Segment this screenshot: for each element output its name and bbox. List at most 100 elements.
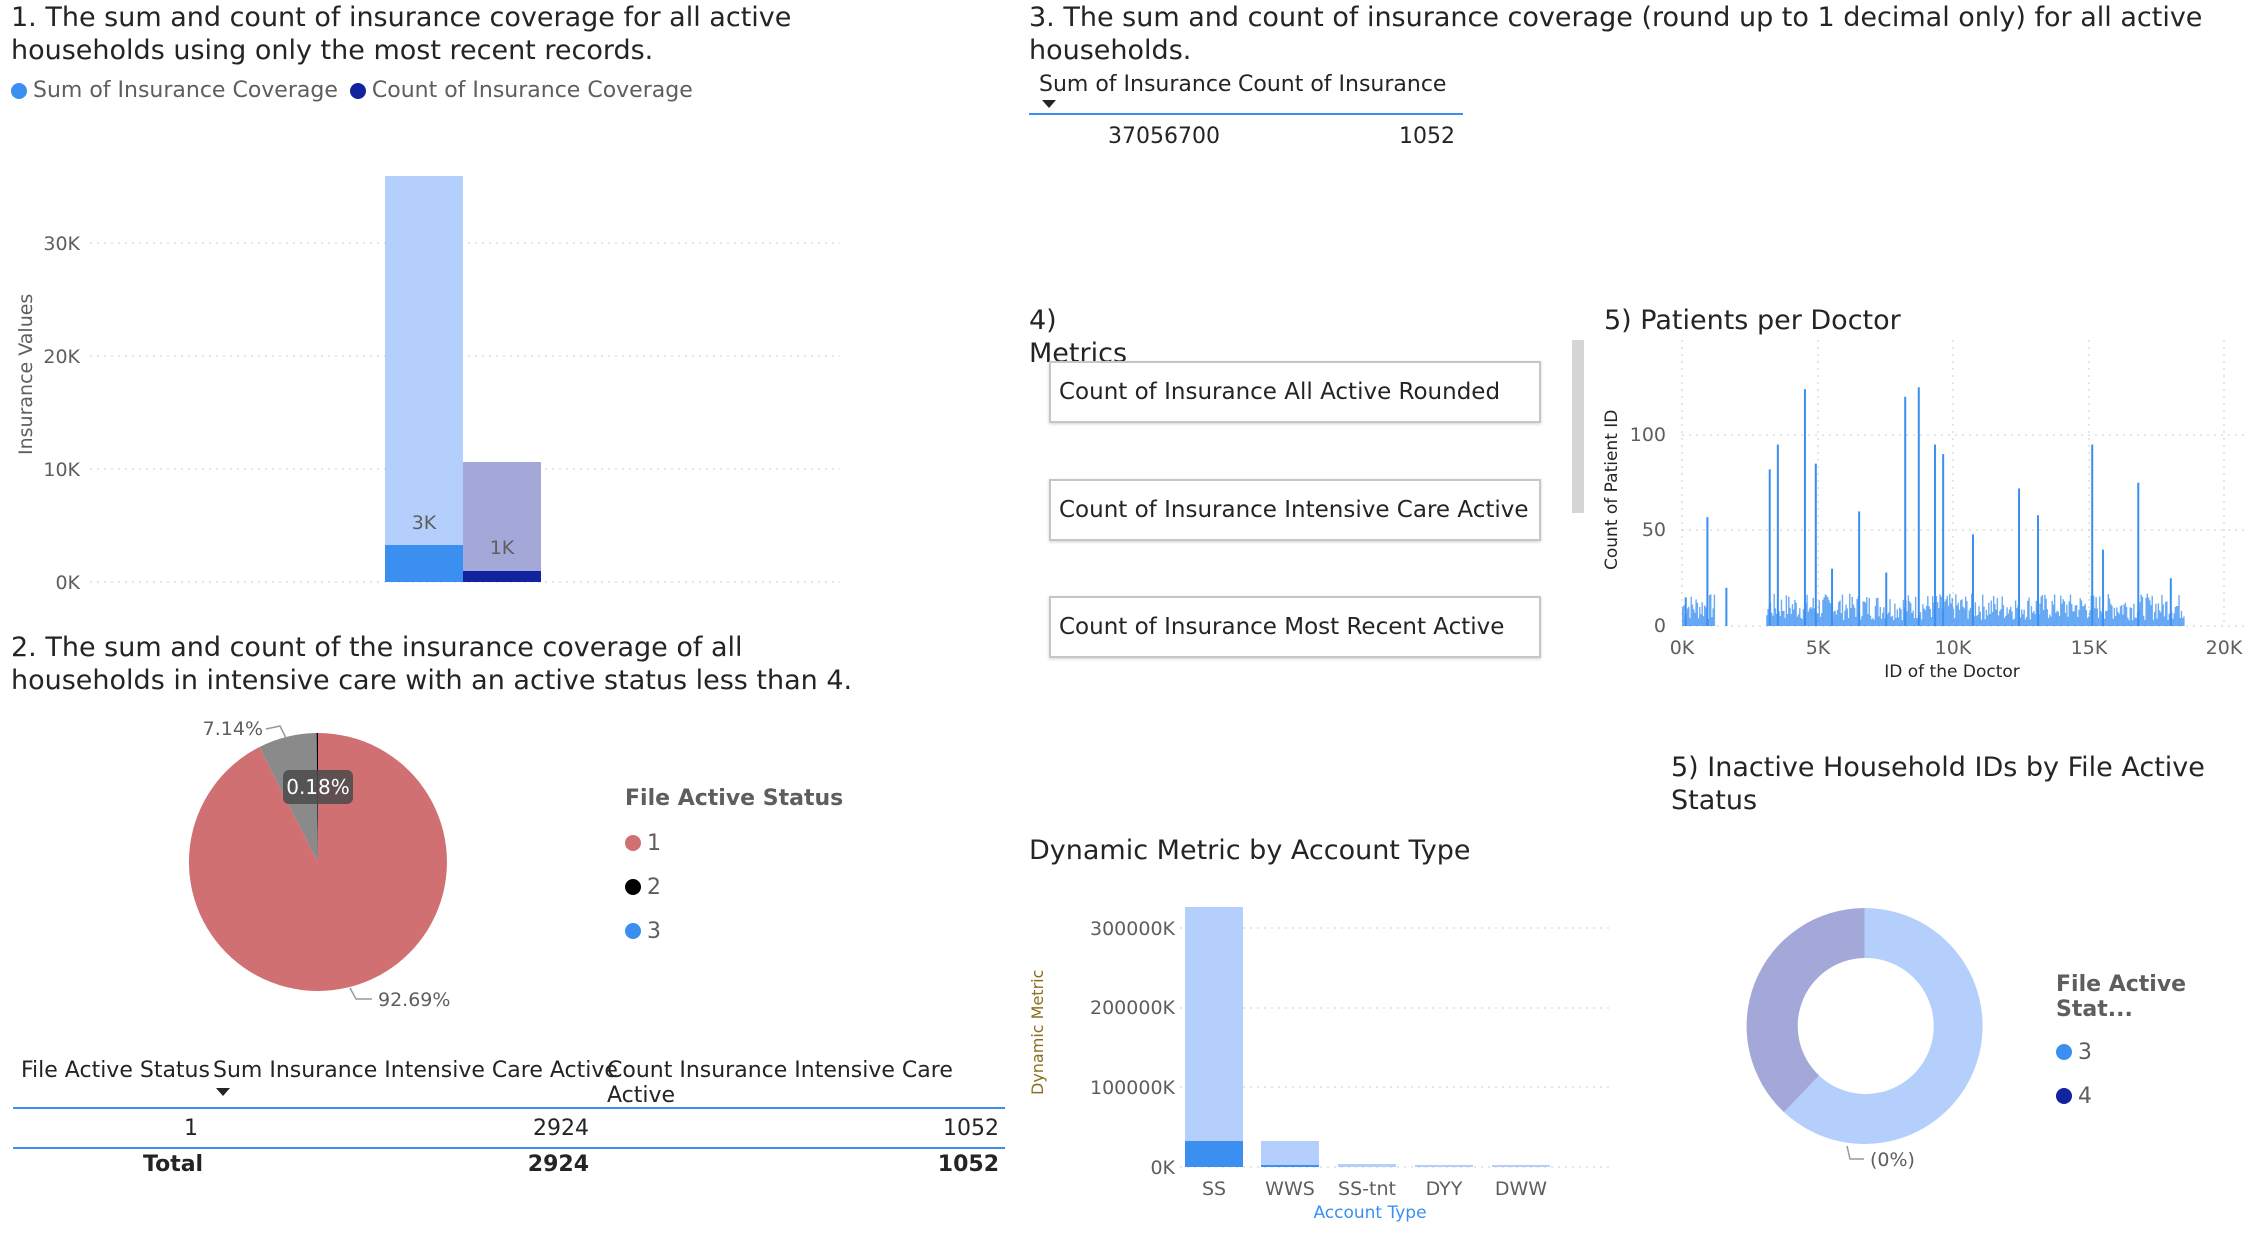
doctor-bar-background <box>2055 612 2057 626</box>
doctor-bar-background <box>1938 608 1940 626</box>
doctor-bar-background <box>1801 618 1803 626</box>
doctor-bar-background <box>1969 607 1972 626</box>
doctor-bar-background <box>2099 596 2101 626</box>
legend-item-status-3[interactable]: 3 <box>625 909 843 953</box>
doctor-bar-background <box>1939 594 1941 626</box>
doctor-bar-background <box>1703 605 1706 626</box>
bar-ss-total[interactable] <box>1185 907 1243 1167</box>
doctor-bar-background <box>1990 600 1992 626</box>
metric-button-all-active-rounded[interactable]: Count of Insurance All Active Rounded <box>1049 361 1541 423</box>
ytick-200000k: 200000K <box>1090 997 1176 1019</box>
legend-label-status-3: 3 <box>647 918 661 944</box>
doctor-bar-background <box>2088 616 2090 626</box>
doctor-bar-background <box>1912 610 1914 626</box>
doctor-bar-background <box>2058 616 2061 626</box>
doctor-bar-background <box>2131 620 2134 626</box>
metrics-scrollbar[interactable] <box>1572 340 1584 513</box>
doctor-bar-background <box>2039 603 2041 626</box>
doctor-bar-background <box>1962 606 1964 626</box>
doctor-bar-background <box>1889 599 1891 626</box>
visual-3-panel[interactable]: 3. The sum and count of insurance covera… <box>1020 0 2244 170</box>
doctor-bar-background <box>2034 614 2036 626</box>
bar-sstnt-total[interactable] <box>1338 1164 1396 1167</box>
ytick-30k: 30K <box>43 233 80 255</box>
visual-5b-panel[interactable]: 5) Inactive Household IDs by File Active… <box>1660 750 2244 1210</box>
doctor-bar-background <box>1883 607 1885 626</box>
doctor-bar-background <box>1852 604 1855 626</box>
doctor-bar-background <box>1944 601 1946 626</box>
doctor-bar-background <box>1994 604 1996 626</box>
visual-6-grid <box>1180 927 1610 1168</box>
table-header-status[interactable]: File Active Status <box>21 1058 210 1083</box>
doctor-bar-background <box>1980 619 1983 626</box>
table-total-count: 1052 <box>937 1152 999 1177</box>
doctor-bar-background <box>2108 598 2111 626</box>
visual-2-panel[interactable]: 2. The sum and count of the insurance co… <box>0 628 1010 1188</box>
visual-2-pie: 7.14% 92.69% 0.18% <box>188 718 450 1010</box>
doctor-bar-background <box>2023 609 2025 626</box>
table-header-count[interactable]: Count Insurance Intensive Care Active <box>607 1058 953 1108</box>
doctor-bar-background <box>1967 618 1969 626</box>
legend-item-count[interactable]: Count of Insurance Coverage <box>349 78 693 103</box>
doctor-bar-background <box>2062 599 2064 626</box>
doctor-bar-background <box>1686 608 1689 626</box>
bar-wws-total[interactable] <box>1261 1141 1319 1167</box>
doctor-bar-background <box>2161 594 2163 626</box>
table-header-sum[interactable]: Sum Insurance Intensive Care Active <box>213 1058 618 1083</box>
doctor-bar <box>1684 597 1687 626</box>
doctor-bar-background <box>1710 594 1712 626</box>
doctor-bar-background <box>1931 596 1934 626</box>
doctor-bar-background <box>2158 610 2161 626</box>
visual-5a-panel[interactable]: 5) Patients per Doctor Count of Patient … <box>1600 300 2244 690</box>
doctor-bar-background <box>1839 600 1841 626</box>
doctor-bar-background <box>1818 600 1820 626</box>
doctor-bar-background <box>1884 618 1886 626</box>
doctor-bar-background <box>1689 618 1691 626</box>
doctor-bar-background <box>1816 613 1818 626</box>
doctor-bar-background <box>1766 615 1768 626</box>
doctor-bar-background <box>1913 618 1916 626</box>
visual-3-header-count[interactable]: Count of Insurance <box>1238 72 1447 97</box>
doctor-bar-background <box>1828 600 1830 626</box>
visual-1-panel[interactable]: 1. The sum and count of insurance covera… <box>0 0 850 615</box>
visual-3-title: 3. The sum and count of insurance covera… <box>1029 1 2202 67</box>
doctor-bar-background <box>2033 611 2035 626</box>
pie-slice-1[interactable] <box>188 733 447 991</box>
doctor-bar-background <box>1999 611 2001 626</box>
doctor-bar <box>2037 515 2040 626</box>
metric-button-most-recent-active[interactable]: Count of Insurance Most Recent Active <box>1049 596 1541 658</box>
legend-item-sum[interactable]: Sum of Insurance Coverage <box>11 78 338 103</box>
doctor-bar-background <box>1829 603 1831 626</box>
bar-dyy-total[interactable] <box>1415 1165 1473 1167</box>
doctor-bar-background <box>1997 615 2000 626</box>
doctor-bar-background <box>2172 618 2174 626</box>
doctor-bar-background <box>2128 620 2130 626</box>
pie-leader-large <box>349 987 372 1000</box>
doctor-bar-background <box>1868 598 1870 626</box>
donut-slice-3[interactable] <box>1783 907 1983 1144</box>
doctor-bar-background <box>1771 612 1773 626</box>
doctor-bar-background <box>1901 620 1903 626</box>
doctor-bar-background <box>1773 593 1775 626</box>
doctor-bar-background <box>2022 614 2024 626</box>
legend-item-status-4[interactable]: 4 <box>2056 1074 2244 1118</box>
doctor-bar-background <box>2103 618 2106 626</box>
donut-slice-4[interactable] <box>1746 908 1865 1113</box>
doctor-bar-background <box>1696 602 1699 626</box>
doctor-bar-background <box>2180 610 2183 626</box>
doctor-bar-background <box>2174 606 2177 626</box>
doctor-bar-background <box>2121 605 2123 626</box>
doctor-bar-background <box>2021 609 2023 626</box>
legend-item-status-3[interactable]: 3 <box>2056 1030 2244 1074</box>
visual-3-header-sum[interactable]: Sum of Insurance <box>1039 72 1232 97</box>
metric-button-intensive-care-active[interactable]: Count of Insurance Intensive Care Active <box>1049 479 1541 541</box>
doctor-bar-background <box>1767 609 1769 626</box>
legend-item-status-1[interactable]: 1 <box>625 821 843 865</box>
legend-item-status-2[interactable]: 2 <box>625 865 843 909</box>
doctor-bar-background <box>2145 597 2147 626</box>
visual-6-panel[interactable]: Dynamic Metric by Account Type Dynamic M… <box>1020 830 1620 1240</box>
doctor-bar-background <box>2130 608 2133 626</box>
visual-5b-legend-title: File Active Stat... <box>2056 972 2187 1022</box>
bar-dww-total[interactable] <box>1492 1165 1550 1167</box>
doctor-bar <box>1917 387 1920 626</box>
